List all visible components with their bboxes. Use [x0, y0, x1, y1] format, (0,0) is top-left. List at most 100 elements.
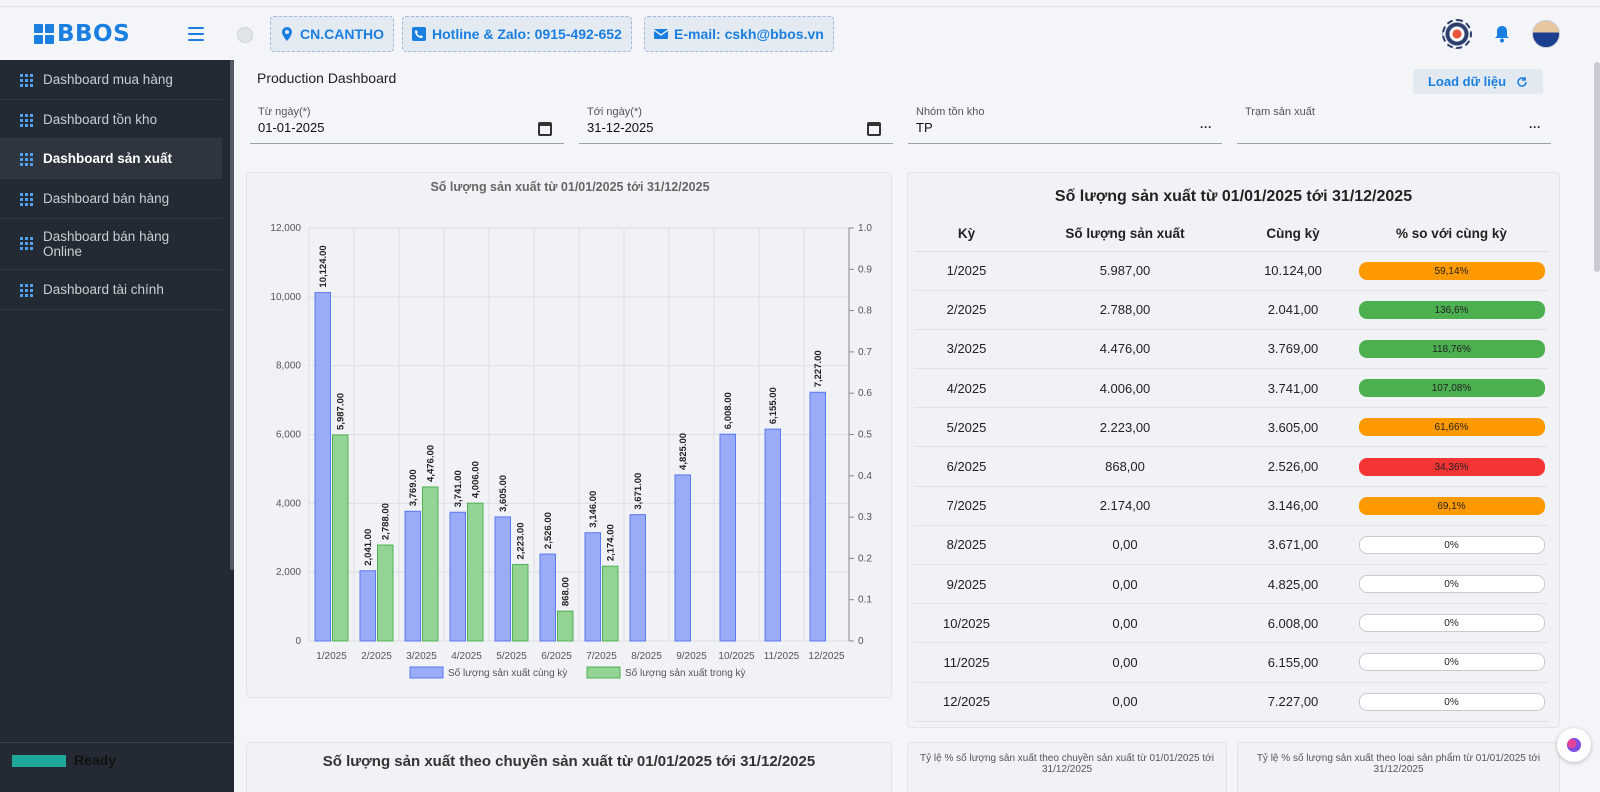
table-row[interactable]: 8/2025 0,00 3.671,00 0%: [914, 525, 1548, 566]
sidebar: Dashboard mua hàng Dashboard tồn kho Das…: [0, 60, 234, 792]
station-field[interactable]: Trạm sản xuất ···: [1237, 104, 1551, 144]
production-chart-card: Số lượng sản xuất từ 01/01/2025 tới 31/1…: [246, 172, 892, 698]
y2-tick-label: 0.3: [858, 512, 872, 523]
table-row[interactable]: 5/2025 2.223,00 3.605,00 61,66%: [914, 407, 1548, 448]
bar-previous-period: [359, 570, 376, 642]
user-avatar[interactable]: [1532, 20, 1560, 48]
x-tick-label: 10/2025: [718, 651, 755, 662]
from-date-field[interactable]: Từ ngày(*): [250, 104, 564, 144]
legend-label: Số lượng sản xuất trong kỳ: [625, 667, 746, 679]
table-row[interactable]: 4/2025 4.006,00 3.741,00 107,08%: [914, 368, 1548, 409]
cell-previous: 3.741,00: [1231, 368, 1355, 409]
more-options-icon[interactable]: ···: [1200, 120, 1212, 134]
hotline-chip[interactable]: Hotline & Zalo: 0915-492-652: [402, 16, 632, 52]
bar-current-period: [422, 486, 439, 642]
bar-previous-period: [764, 428, 781, 642]
load-data-button[interactable]: Load dữ liệu: [1413, 69, 1543, 94]
station-input[interactable]: [1245, 120, 1505, 135]
cell-percent: 0%: [1355, 564, 1548, 605]
production-table-card: Số lượng sản xuất từ 01/01/2025 tới 31/1…: [907, 172, 1560, 728]
cell-period: 6/2025: [914, 446, 1019, 487]
settings-gear-icon[interactable]: [1442, 19, 1472, 49]
y2-tick-label: 0.9: [858, 264, 872, 275]
inventory-group-input[interactable]: [916, 120, 1176, 135]
sidebar-item-inventory[interactable]: Dashboard tồn kho: [0, 100, 222, 139]
page-scrollbar[interactable]: [1594, 62, 1600, 272]
sidebar-item-purchase[interactable]: Dashboard mua hàng: [0, 60, 222, 100]
cell-period: 4/2025: [914, 368, 1019, 409]
table-row[interactable]: 6/2025 868,00 2.526,00 34,36%: [914, 446, 1548, 487]
menu-toggle-icon[interactable]: [188, 27, 204, 41]
cell-previous: 4.825,00: [1231, 564, 1355, 605]
bar-value-label: 3,769.00: [408, 469, 419, 506]
bar-previous-period: [674, 474, 691, 642]
table-row[interactable]: 2/2025 2.788,00 2.041,00 136,6%: [914, 290, 1548, 330]
col-period[interactable]: Kỳ: [914, 217, 1019, 252]
to-date-input[interactable]: [587, 120, 847, 135]
table-row[interactable]: 12/2025 0,00 7.227,00 0%: [914, 682, 1548, 722]
bar-value-label: 3,605.00: [498, 475, 509, 512]
sidebar-item-label: Dashboard tài chính: [43, 282, 164, 297]
table-row[interactable]: 9/2025 0,00 4.825,00 0%: [914, 564, 1548, 605]
cell-percent: 118,76%: [1355, 329, 1548, 370]
table-row[interactable]: 7/2025 2.174,00 3.146,00 69,1%: [914, 486, 1548, 526]
table-title: Số lượng sản xuất từ 01/01/2025 tới 31/1…: [1054, 188, 1413, 205]
bar-previous-period: [449, 511, 466, 642]
bell-icon[interactable]: [1494, 25, 1510, 43]
cell-previous: 3.605,00: [1231, 407, 1355, 448]
table-row[interactable]: 1/2025 5.987,00 10.124,00 59,14%: [914, 251, 1548, 291]
cell-quantity: 2.174,00: [1019, 486, 1231, 526]
table-row[interactable]: 10/2025 0,00 6.008,00 0%: [914, 603, 1548, 644]
table-row[interactable]: 11/2025 0,00 6.155,00 0%: [914, 642, 1548, 683]
line-chart-title: Số lượng sản xuất theo chuyền sản xuất t…: [322, 753, 816, 770]
y-tick-label: 8,000: [276, 361, 301, 372]
table-row[interactable]: 3/2025 4.476,00 3.769,00 118,76%: [914, 329, 1548, 370]
bar-current-period: [332, 434, 349, 642]
cell-period: 11/2025: [914, 642, 1019, 683]
cell-previous: 3.769,00: [1231, 329, 1355, 370]
bar-current-period: [602, 565, 619, 642]
sidebar-item-sales-online[interactable]: Dashboard bán hàng Online: [0, 219, 222, 270]
logo[interactable]: BBOS: [34, 21, 130, 47]
sidebar-item-label: Dashboard tồn kho: [43, 112, 158, 127]
main-content: Production Dashboard Load dữ liệu Từ ngà…: [240, 60, 1560, 792]
cell-percent: 107,08%: [1355, 368, 1548, 409]
col-percent[interactable]: % so với cùng kỳ: [1355, 217, 1548, 252]
x-tick-label: 6/2025: [541, 651, 572, 662]
product-ratio-title: Tỷ lệ % số lượng sản xuất theo loại sản …: [1256, 753, 1541, 775]
y-tick-label: 6,000: [276, 430, 301, 441]
sidebar-scrollbar[interactable]: [230, 60, 234, 570]
top-bar: BBOS CN.CANTHO Hotline & Zalo: 0915-492-…: [0, 6, 1600, 60]
bar-previous-period: [629, 514, 646, 642]
percent-badge: 59,14%: [1358, 261, 1545, 280]
production-bar-chart: Số lượng sản xuất từ 01/01/2025 tới 31/1…: [270, 180, 872, 679]
cell-previous: 6.008,00: [1231, 603, 1355, 644]
logo-text: BBOS: [57, 21, 131, 47]
bar-previous-period: [539, 553, 556, 642]
sidebar-item-finance[interactable]: Dashboard tài chính: [0, 270, 222, 310]
y2-tick-label: 0.8: [858, 306, 872, 317]
to-date-field[interactable]: Tới ngày(*): [579, 104, 893, 144]
percent-badge: 34,36%: [1358, 457, 1545, 476]
cell-period: 7/2025: [914, 486, 1019, 526]
y2-tick-label: 0.6: [858, 388, 872, 399]
assistant-button[interactable]: [1557, 728, 1591, 762]
bar-current-period: [512, 563, 529, 642]
grid-icon: [20, 193, 33, 206]
cell-quantity: 868,00: [1019, 446, 1231, 487]
calendar-icon[interactable]: [867, 122, 881, 136]
bar-value-label: 2,041.00: [363, 529, 374, 566]
col-previous[interactable]: Cùng kỳ: [1231, 217, 1355, 252]
calendar-icon[interactable]: [538, 122, 552, 136]
sidebar-item-sales[interactable]: Dashboard bán hàng: [0, 179, 222, 219]
cell-percent: 136,6%: [1355, 290, 1548, 330]
grid-icon: [20, 153, 33, 166]
more-options-icon[interactable]: ···: [1529, 120, 1541, 134]
branch-chip[interactable]: CN.CANTHO: [270, 16, 394, 52]
email-chip[interactable]: E-mail: cskh@bbos.vn: [644, 16, 834, 52]
inventory-group-field[interactable]: Nhóm tồn kho ···: [908, 104, 1222, 144]
bar-value-label: 2,223.00: [516, 523, 527, 560]
col-quantity[interactable]: Số lượng sản xuất: [1019, 217, 1231, 252]
from-date-input[interactable]: [258, 120, 518, 135]
sidebar-item-production[interactable]: Dashboard sản xuất: [0, 139, 222, 179]
